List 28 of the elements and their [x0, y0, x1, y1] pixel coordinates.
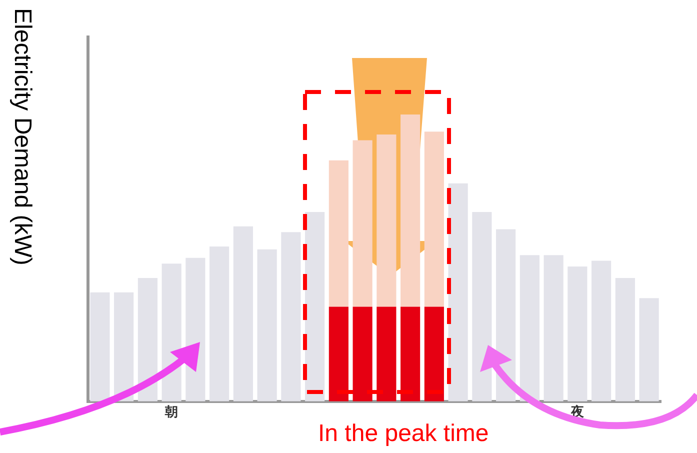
bar — [281, 232, 301, 402]
bar — [400, 114, 420, 307]
x-tick-label: 朝 — [164, 404, 178, 419]
bar — [352, 140, 372, 307]
bar — [210, 246, 230, 402]
bar — [424, 306, 444, 402]
bar — [376, 306, 396, 402]
bar — [639, 298, 659, 402]
bar — [448, 183, 468, 402]
bar — [615, 278, 635, 402]
bar — [592, 260, 612, 402]
bar — [400, 306, 420, 402]
bar — [424, 132, 444, 307]
bar — [114, 292, 134, 402]
bar — [328, 160, 348, 307]
bar — [520, 255, 540, 402]
bar — [90, 292, 110, 402]
bar — [352, 306, 372, 402]
bar — [305, 212, 325, 402]
bar — [376, 134, 396, 307]
bar — [138, 278, 158, 402]
text: In the peak time — [318, 420, 489, 448]
y-axis-title: Electricity Demand (kW) — [8, 8, 36, 266]
bar — [233, 226, 253, 402]
bar — [257, 249, 277, 402]
bar — [328, 306, 348, 402]
bar — [544, 255, 564, 402]
bar — [568, 266, 588, 402]
